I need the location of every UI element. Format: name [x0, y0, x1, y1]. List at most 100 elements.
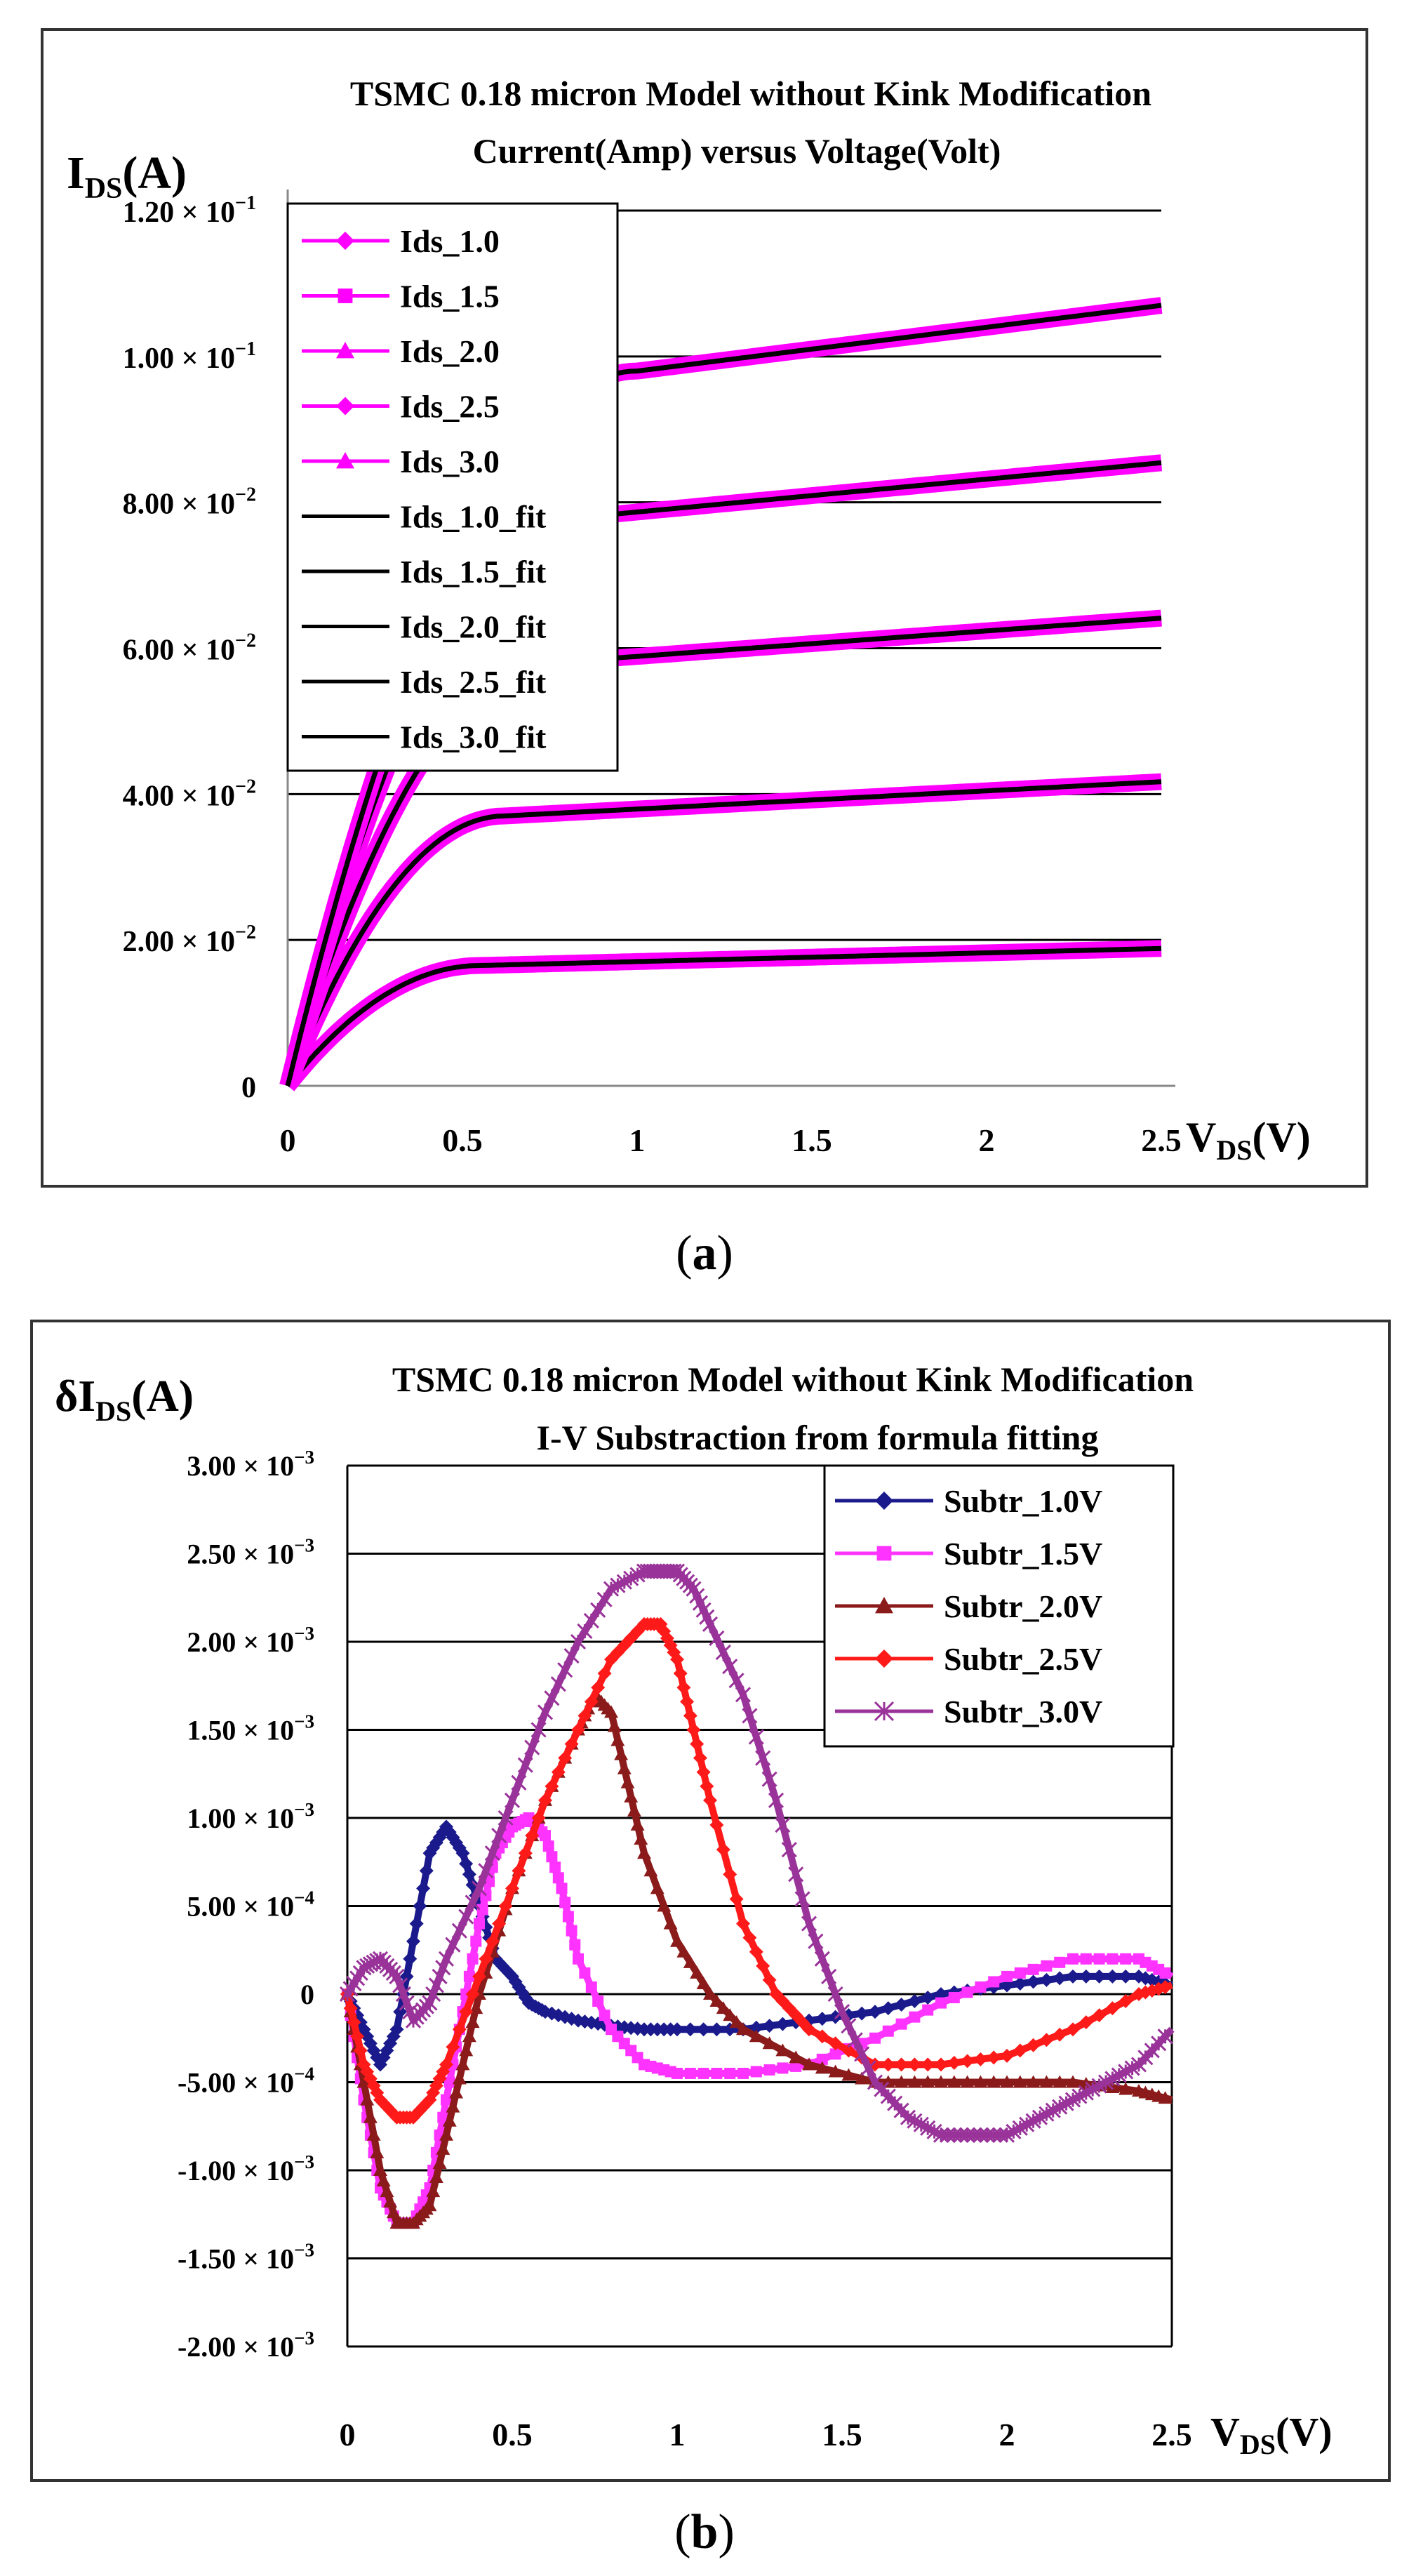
chart-b-point [597, 1666, 612, 1681]
chart-b-point [370, 2145, 385, 2158]
chart-b-point [775, 2017, 790, 2031]
chart-b-point [690, 1965, 704, 1979]
chart-b-point [350, 2029, 365, 2044]
chart-a-x-tick-label: 2 [979, 1122, 995, 1158]
chart-b-caption: (b) [674, 2505, 735, 2559]
chart-b-point [1158, 1979, 1173, 1994]
chart-b-point [841, 2068, 856, 2081]
chart-b-point [1118, 1969, 1133, 1984]
chart-b-point [630, 1818, 645, 1831]
chart-b-point [474, 1918, 485, 1930]
chart-b-point [953, 2127, 969, 2143]
chart-a-y-tick-label: 2.00 × 10−2 [123, 922, 256, 958]
chart-b-point [947, 2055, 961, 2070]
chart-b-point [735, 1687, 752, 1703]
chart-b-point [1000, 2075, 1014, 2088]
chart-b-series-Subtr_3.0V [339, 1563, 1175, 2143]
chart-b-point [700, 1779, 714, 1793]
chart-b-point [756, 1958, 770, 1973]
chart-b-point [1067, 1953, 1079, 1965]
chart-b-point [559, 1897, 571, 1908]
chart-b-y-tick-label: 5.00 × 10−4 [187, 1887, 314, 1923]
chart-b-point [672, 2067, 683, 2079]
chart-b-y-tick-label: 1.50 × 10−3 [187, 1711, 314, 1746]
chart-b-point [419, 1864, 434, 1878]
chart-a-legend-label: Ids_3.0 [400, 444, 500, 479]
chart-b-point [909, 2011, 921, 2023]
chart-b-y-tick-label: -5.00 × 10−4 [178, 2064, 314, 2099]
chart-a-legend-marker [340, 680, 350, 683]
chart-b-point [709, 1630, 725, 1647]
chart-b-point [802, 2057, 816, 2071]
chart-b-point [802, 2022, 816, 2037]
chart-b-point [524, 1739, 540, 1755]
chart-b-point [762, 2019, 777, 2033]
chart-b-point [546, 1851, 558, 1863]
chart-b-point [1079, 2015, 1093, 2030]
chart-b-point [1053, 2027, 1067, 2042]
chart-a-legend-label: Ids_2.5_fit [400, 664, 547, 700]
chart-b-point [709, 2022, 724, 2037]
chart-b-point [549, 1861, 561, 1873]
chart-b-point [1039, 1972, 1054, 1987]
chart-b-point [634, 1832, 648, 1845]
chart-b-point [814, 1951, 830, 1967]
chart-b-point [1105, 2080, 1120, 2094]
chart-b-point [716, 1843, 730, 1857]
chart-b-point [716, 2001, 730, 2014]
chart-b-legend-marker [876, 1546, 892, 1561]
chart-b-point [459, 1857, 474, 1871]
chart-b-point [801, 1916, 817, 1932]
chart-a-x-tick-label: 0 [280, 1122, 296, 1158]
chart-b-point [777, 2062, 789, 2074]
chart-b-point [1120, 1953, 1132, 1965]
chart-b-point [973, 2127, 989, 2143]
chart-b-y-tick-label: 2.00 × 10−3 [187, 1623, 314, 1658]
chart-b-point [429, 2170, 443, 2184]
chart-a-y-tick-label: 1.00 × 10−1 [123, 338, 256, 375]
chart-b-point [763, 2064, 775, 2076]
chart-b-point [829, 2048, 841, 2060]
chart-b-point [907, 1994, 922, 2009]
chart-b-point [966, 2127, 982, 2143]
chart-b-point [584, 1694, 599, 1709]
chart-b-y-tick-label: 1.00 × 10−3 [187, 1799, 314, 1834]
chart-b-point [761, 1771, 777, 1787]
chart-b-point [465, 1987, 480, 2001]
chart-b-point [1105, 1969, 1120, 1984]
chart-b-point [465, 2015, 480, 2029]
chart-b-point [463, 1970, 475, 1982]
chart-b-point [498, 1810, 514, 1826]
chart-b-point [790, 2060, 802, 2072]
chart-b-point [960, 2075, 975, 2088]
chart-a-legend-label: Ids_2.5 [400, 389, 500, 425]
chart-b-point [775, 1817, 791, 1833]
chart-b-point [781, 1842, 797, 1858]
chart-b-point [1159, 1967, 1171, 1979]
chart-b-point [690, 1737, 704, 1751]
chart-b-point [680, 1694, 695, 1709]
chart-b-x-tick-label: 2.5 [1151, 2417, 1192, 2452]
chart-b-point [376, 2174, 391, 2187]
chart-b-legend-marker [874, 1701, 895, 1722]
chart-b-point [556, 1883, 568, 1894]
chart-b-point [383, 2195, 398, 2208]
chart-b-point [762, 1972, 777, 1987]
chart-b-point [540, 1830, 551, 1842]
chart-b-point [1013, 2043, 1027, 2058]
chart-b-point [504, 1792, 521, 1808]
chart-b-y-tick-label: -1.50 × 10−3 [178, 2240, 314, 2275]
chart-b-point [940, 2127, 956, 2143]
chart-b-title: I-V Substraction from formula fitting [537, 1418, 1099, 1457]
chart-b-point [724, 2067, 736, 2079]
chart-b-point [413, 1899, 427, 1913]
chart-b-point [882, 2025, 894, 2037]
chart-b-point [531, 1811, 546, 1825]
chart-b-point [729, 1892, 744, 1906]
chart-b-point [683, 1955, 697, 1968]
chart-b-point [855, 2006, 869, 2021]
chart-a-legend-marker [336, 342, 354, 359]
chart-b-point [973, 2075, 988, 2088]
chart-b-point [684, 2067, 696, 2079]
chart-b-point [881, 2001, 895, 2016]
